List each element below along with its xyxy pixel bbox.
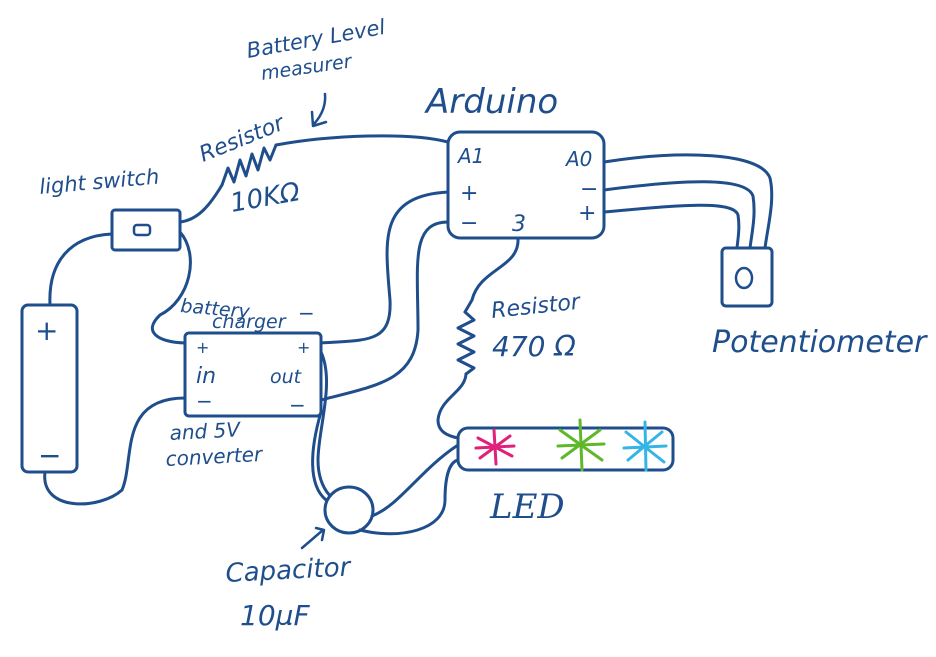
- led-strip-body: [456, 426, 675, 472]
- wire-switch-to-resistor: [178, 183, 224, 224]
- charger-minus-right: −: [289, 393, 306, 417]
- charger-plus-left: +: [196, 338, 209, 357]
- wire-resistor-to-led: [436, 372, 468, 440]
- potentiometer-body: [720, 246, 774, 308]
- wire-capacitor-to-led: [358, 458, 460, 536]
- potentiometer-label: Potentiometer: [712, 325, 928, 360]
- resistor-10k-label: Resistor: [196, 110, 290, 167]
- wire-charger-minus-to-capacitor: [311, 410, 328, 502]
- wire-switch-to-charger-plus: [150, 230, 192, 345]
- arduino-pin-minus-right: −: [580, 177, 598, 202]
- battery-plus-sign: +: [35, 314, 58, 347]
- charger-in-label: in: [196, 364, 216, 389]
- battery-level-arrow: [310, 92, 328, 128]
- led-green-star: [556, 418, 606, 472]
- wire-battery-minus-to-charger-minus: [43, 396, 187, 506]
- wire-capacitor-left: [316, 350, 332, 498]
- wire-charger-out-plus-to-arduino-plus: [319, 190, 450, 345]
- wire-resistor-to-a1: [274, 134, 450, 147]
- wire-capacitor-bottom: [370, 443, 460, 518]
- wire-a0-to-pot-3: [602, 203, 741, 250]
- resistor-10k-value: 10KΩ: [228, 177, 302, 219]
- battery-charger-dash: −: [298, 301, 315, 325]
- arduino-pin-a0: A0: [564, 147, 592, 171]
- wire-battery-to-switch: [48, 232, 114, 307]
- battery-charger-label-line2: charger: [212, 311, 287, 333]
- wire-a0-to-pot-1: [602, 153, 774, 250]
- arduino-body: [446, 130, 606, 240]
- charger-minus-left: −: [196, 389, 213, 413]
- wire-pin3-to-resistor: [463, 236, 520, 314]
- led-label: LED: [489, 487, 565, 527]
- arduino-pin-3: 3: [512, 212, 526, 237]
- charger-note-line1: and 5V: [169, 417, 242, 445]
- potentiometer-knob: [734, 266, 754, 290]
- charger-note-line2: converter: [165, 442, 265, 471]
- resistor-470-value: 470 Ω: [492, 330, 576, 363]
- light-switch-body: [110, 208, 182, 252]
- resistor-10k-zigzag: [220, 143, 278, 187]
- led-blue-star: [622, 420, 668, 472]
- charger-plus-right: +: [297, 338, 310, 357]
- charger-out-label: out: [270, 366, 303, 388]
- light-switch-label: light switch: [38, 165, 160, 199]
- charger-body: [183, 331, 323, 418]
- light-switch-toggle: [132, 223, 152, 237]
- arduino-pin-minus-left: −: [460, 211, 478, 236]
- arduino-label: Arduino: [424, 82, 558, 122]
- capacitor-label: Capacitor: [225, 552, 354, 589]
- led-pink-star: [474, 428, 516, 466]
- arduino-pin-plus-left: +: [460, 181, 478, 206]
- capacitor-body: [323, 485, 375, 535]
- arduino-pin-a1: A1: [456, 144, 484, 168]
- arduino-pin-plus-right: +: [578, 201, 596, 226]
- resistor-470-zigzag: [456, 310, 476, 376]
- wire-a0-to-pot-2: [602, 180, 756, 250]
- battery-minus-sign: −: [38, 439, 61, 472]
- capacitor-pointer: [300, 526, 326, 550]
- resistor-470-label: Resistor: [490, 290, 583, 324]
- wire-charger-out-minus-to-arduino-minus: [319, 220, 450, 402]
- capacitor-value: 10µF: [240, 599, 310, 632]
